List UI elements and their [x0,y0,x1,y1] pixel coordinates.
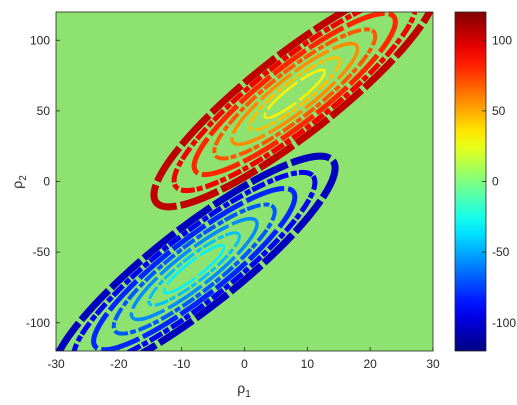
plot-area [55,11,434,352]
spiral-band [212,27,378,161]
spiral-band [263,68,327,120]
y-tick-label: 0 [43,175,50,189]
colorbar-ticks: -100 -50 0 50 100 [482,33,516,330]
spiral-band [248,56,342,132]
x-tick-label: 0 [241,357,248,371]
spiral-band [91,185,298,351]
x-tick-label: -30 [47,357,65,371]
x-tick-label: -10 [173,357,191,371]
y-axis-label: ρ2 [9,175,29,189]
spiral-band [230,41,360,147]
spiral-bands [56,12,433,351]
colorbar-gradient [454,11,487,352]
colorbar-tick-label: 0 [492,175,499,189]
spiral-band [129,216,259,322]
x-tick-label: 30 [426,357,440,371]
colorbar-tick-label: -100 [492,316,516,330]
spiral-band [56,152,339,351]
spiral-band [191,12,398,178]
y-axis-ticks: -100 -50 0 50 100 [26,33,60,330]
y-tick-label: -50 [33,245,51,259]
y-tick-label: 100 [30,33,50,47]
colorbar-tick-label: 50 [492,104,506,118]
x-axis-ticks: -30 -20 -10 0 10 20 30 [47,347,440,371]
y-tick-label: 50 [37,104,51,118]
x-axis-label: ρ1 [237,380,251,400]
spiral-band [162,243,226,295]
spiral-band [71,169,318,351]
spiral-band [147,231,241,307]
spiral-band [111,202,277,336]
x-tick-label: 20 [363,357,377,371]
spiral-band [150,12,433,211]
plot-background [56,12,433,351]
colorbar-tick-label: 100 [492,33,512,47]
colorbar: -100 -50 0 50 100 [454,11,516,352]
spiral-band [171,12,418,194]
x-tick-label: 10 [301,357,315,371]
x-tick-label: -20 [110,357,128,371]
colorbar-tick-label: -50 [492,245,510,259]
y-tick-label: -100 [26,316,50,330]
